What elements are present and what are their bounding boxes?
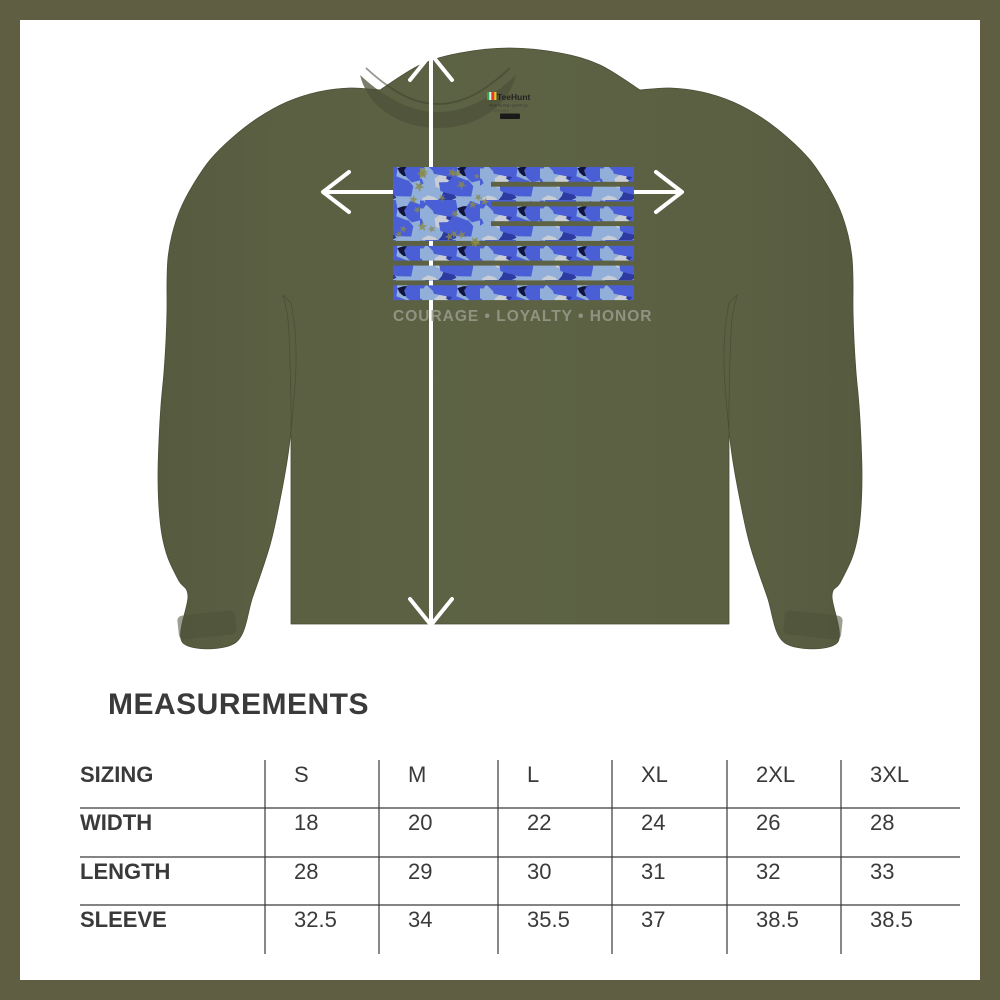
svg-text:COURAGE • LOYALTY • HONOR: COURAGE • LOYALTY • HONOR [393,308,652,325]
svg-text:TeeHunt: TeeHunt [497,92,531,102]
svg-text:100% cotton: 100% cotton [493,109,509,113]
svg-text:Made for long • good to go: Made for long • good to go [489,104,528,108]
